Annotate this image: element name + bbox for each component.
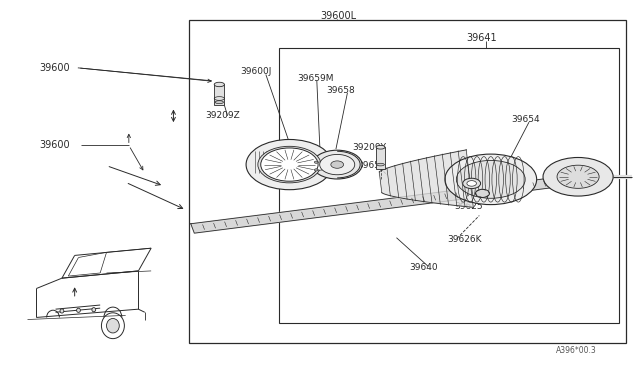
Ellipse shape	[456, 160, 525, 198]
Ellipse shape	[246, 140, 333, 190]
Text: 39209Z: 39209Z	[205, 111, 240, 121]
Ellipse shape	[467, 181, 476, 186]
Ellipse shape	[215, 101, 223, 104]
Ellipse shape	[77, 308, 81, 312]
Ellipse shape	[60, 309, 64, 313]
Ellipse shape	[463, 178, 481, 189]
Bar	[189, 20, 626, 343]
Bar	[278, 48, 620, 323]
Ellipse shape	[326, 165, 330, 167]
Polygon shape	[380, 150, 474, 207]
Text: 39600J: 39600J	[241, 67, 272, 76]
Text: 39640: 39640	[409, 263, 438, 272]
Bar	[376, 147, 385, 169]
Ellipse shape	[331, 161, 344, 168]
Ellipse shape	[260, 148, 318, 181]
Ellipse shape	[214, 82, 225, 87]
Ellipse shape	[307, 159, 333, 173]
Text: A396*00.3: A396*00.3	[556, 346, 596, 355]
Ellipse shape	[376, 145, 385, 149]
Ellipse shape	[543, 157, 613, 196]
Ellipse shape	[258, 146, 321, 183]
Ellipse shape	[314, 161, 318, 163]
Ellipse shape	[106, 318, 119, 333]
Ellipse shape	[101, 313, 124, 339]
Text: 39600: 39600	[40, 63, 70, 73]
Text: 39209Y: 39209Y	[352, 143, 386, 152]
Ellipse shape	[314, 169, 318, 171]
Ellipse shape	[320, 154, 355, 175]
Text: 39600: 39600	[40, 140, 70, 150]
Ellipse shape	[92, 308, 96, 312]
Text: 39600L: 39600L	[320, 11, 356, 21]
Text: 39658: 39658	[357, 161, 386, 170]
Text: 39626K: 39626K	[447, 235, 482, 244]
Text: 39659M: 39659M	[298, 74, 334, 83]
Ellipse shape	[476, 189, 490, 198]
Ellipse shape	[313, 162, 327, 170]
Ellipse shape	[312, 150, 362, 179]
Bar	[255, 151, 282, 173]
Text: 39641: 39641	[467, 33, 497, 43]
Ellipse shape	[445, 154, 537, 205]
Text: 39659: 39659	[447, 183, 476, 192]
Bar	[214, 84, 225, 105]
Ellipse shape	[557, 165, 599, 188]
Text: 39625: 39625	[454, 202, 483, 211]
Ellipse shape	[377, 163, 385, 166]
Text: 39658: 39658	[326, 86, 355, 94]
Text: 39654: 39654	[511, 115, 540, 124]
Polygon shape	[191, 177, 557, 233]
